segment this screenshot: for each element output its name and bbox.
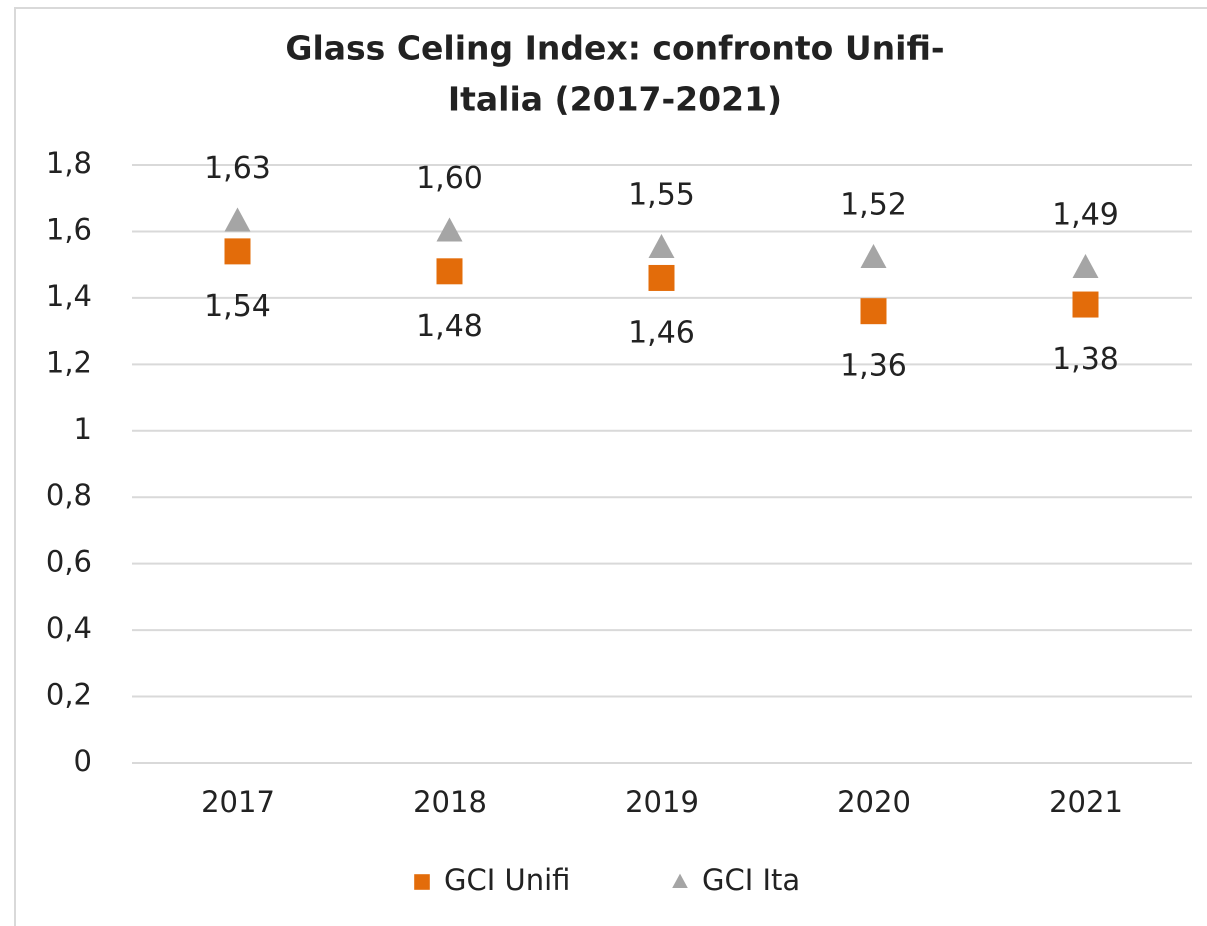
data-label: 1,54 <box>204 289 271 324</box>
y-tick-label: 1 <box>74 412 92 446</box>
y-tick-label: 0,6 <box>46 545 92 579</box>
data-label: 1,63 <box>204 151 271 186</box>
x-tick-label: 2017 <box>201 785 275 819</box>
y-tick-label: 1,2 <box>46 345 92 379</box>
legend-label: GCI Unifi <box>444 863 570 897</box>
data-label: 1,52 <box>840 188 907 223</box>
legend-marker <box>414 874 430 890</box>
data-point <box>436 217 463 242</box>
legend-label: GCI Ita <box>702 863 800 897</box>
data-point <box>860 298 887 325</box>
y-tick-label: 0,4 <box>46 611 92 645</box>
legend-marker <box>672 873 688 888</box>
chart-title: Glass Celing Index: confronto Unifi- <box>285 29 944 68</box>
data-point <box>648 234 675 259</box>
data-label: 1,36 <box>840 349 907 384</box>
data-label: 1,49 <box>1052 197 1119 232</box>
x-tick-label: 2020 <box>837 785 911 819</box>
data-point <box>1072 253 1099 278</box>
data-point <box>860 244 887 269</box>
y-tick-label: 0 <box>74 744 92 778</box>
data-point <box>436 258 463 285</box>
data-label: 1,48 <box>416 309 483 344</box>
data-point <box>648 264 675 291</box>
y-tick-label: 0,2 <box>46 678 92 712</box>
data-label: 1,46 <box>628 315 695 350</box>
data-label: 1,38 <box>1052 342 1119 377</box>
data-point <box>1072 291 1099 318</box>
x-tick-label: 2021 <box>1049 785 1123 819</box>
data-label: 1,55 <box>628 178 695 213</box>
data-point <box>224 207 251 232</box>
y-tick-label: 1,6 <box>46 212 92 246</box>
y-tick-label: 1,4 <box>46 279 92 313</box>
data-point <box>224 238 251 265</box>
x-tick-label: 2018 <box>413 785 487 819</box>
y-tick-label: 0,8 <box>46 478 92 512</box>
data-label: 1,60 <box>416 161 483 196</box>
chart-border <box>14 7 1207 926</box>
x-tick-label: 2019 <box>625 785 699 819</box>
y-tick-label: 1,8 <box>46 146 92 180</box>
chart-title: Italia (2017-2021) <box>448 80 782 119</box>
